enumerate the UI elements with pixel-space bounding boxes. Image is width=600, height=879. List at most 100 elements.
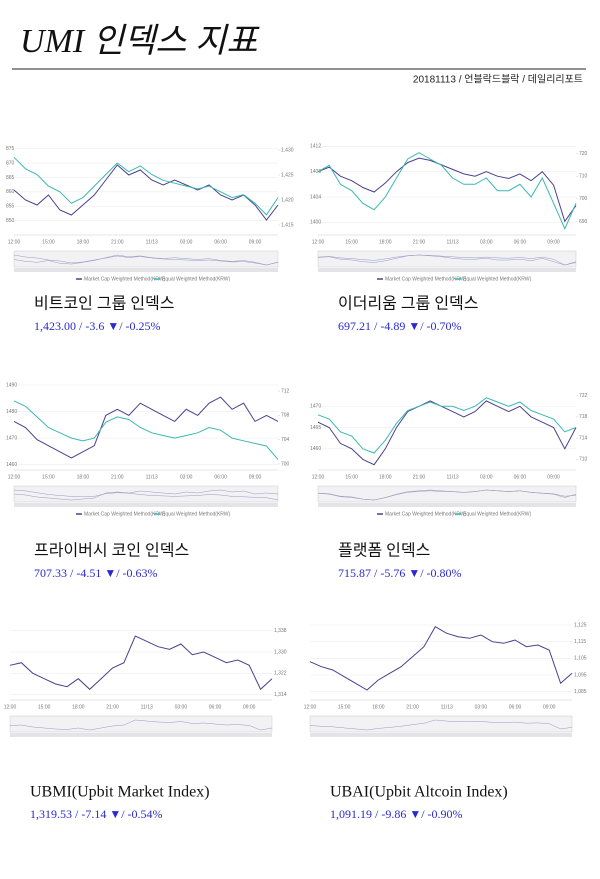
x-tick-label: 12:00 <box>304 704 317 710</box>
y2-tick-label: 1,425 <box>281 172 294 178</box>
chart-summary: 1,423.00 / -3.6 ▼/ -0.25% <box>34 319 161 333</box>
x-tick-label: 15:00 <box>42 239 55 245</box>
x-tick-label: 03:00 <box>175 704 188 710</box>
x-tick-label: 18:00 <box>72 704 85 710</box>
x-tick-label: 06:00 <box>509 704 522 710</box>
y-tick-label: 1412 <box>310 144 321 150</box>
x-tick-label: 15:00 <box>345 474 358 480</box>
legend-label: Equal Weighted Method(KRW) <box>463 511 532 517</box>
chart-title: 플랫폼 인덱스 <box>338 542 430 560</box>
y2-tick-label: 712 <box>281 388 290 394</box>
x-tick-label: 09:00 <box>249 474 262 480</box>
y2-tick-label: 710 <box>579 174 588 180</box>
navigator <box>13 485 279 503</box>
navigator-scroll <box>310 733 572 737</box>
legend-label: Equal Weighted Method(KRW) <box>463 276 532 282</box>
series-line <box>317 157 577 223</box>
x-tick-label: 21:00 <box>106 704 119 710</box>
x-tick-label: 06:00 <box>214 239 227 245</box>
chart-title: UBMI(Upbit Market Index) <box>30 784 210 801</box>
chart-title: 이더리움 그룹 인덱스 <box>338 295 478 313</box>
y-tick-label: 1,322 <box>274 671 287 677</box>
legend-label: Equal Weighted Method(KRW) <box>162 276 231 282</box>
chart-summary: 1,091.19 / -9.86 ▼/ -0.90% <box>330 807 463 821</box>
x-tick-label: 11/13 <box>141 704 153 710</box>
x-tick-label: 18:00 <box>77 474 90 480</box>
x-tick-label: 18:00 <box>77 239 90 245</box>
x-tick-label: 03:00 <box>480 474 493 480</box>
navigator <box>309 715 573 733</box>
navigator-line <box>13 489 279 501</box>
chart-title: 프라이버시 코인 인덱스 <box>34 542 189 560</box>
y-tick-label: 860 <box>6 189 15 195</box>
navigator-line <box>317 254 577 266</box>
x-tick-label: 18:00 <box>379 474 392 480</box>
navigator-line <box>13 489 279 501</box>
navigator <box>317 250 577 268</box>
legend-label: Market Cap Weighted Method(KRW) <box>385 511 467 517</box>
x-tick-label: 21:00 <box>413 474 426 480</box>
legend-label: Market Cap Weighted Method(KRW) <box>385 276 467 282</box>
y2-tick-label: 690 <box>579 219 588 225</box>
y2-tick-label: 700 <box>579 196 588 202</box>
y2-tick-label: 708 <box>281 413 290 419</box>
navigator <box>317 485 577 503</box>
navigator-scroll <box>10 733 272 737</box>
y2-tick-label: 714 <box>579 435 588 441</box>
series-line <box>309 626 573 691</box>
navigator-line <box>13 254 279 266</box>
y-tick-label: 1408 <box>310 169 321 175</box>
y2-tick-label: 722 <box>579 393 588 399</box>
y-tick-label: 865 <box>6 175 15 181</box>
y-tick-label: 1,314 <box>274 692 287 698</box>
y-tick-label: 1490 <box>6 382 17 388</box>
x-tick-label: 09:00 <box>543 704 556 710</box>
y2-tick-label: 710 <box>579 457 588 463</box>
x-tick-label: 09:00 <box>249 239 262 245</box>
y2-tick-label: 1,415 <box>281 222 294 228</box>
series-line <box>13 156 279 216</box>
x-tick-label: 11/13 <box>447 239 459 245</box>
y2-tick-label: 1,430 <box>281 147 294 153</box>
navigator-line <box>317 254 577 266</box>
x-tick-label: 21:00 <box>406 704 419 710</box>
series-line <box>13 396 279 459</box>
x-tick-label: 11/13 <box>441 704 453 710</box>
y2-tick-label: 704 <box>281 437 290 443</box>
navigator-line <box>9 719 273 731</box>
y2-tick-label: 700 <box>281 461 290 467</box>
y-tick-label: 1,105 <box>574 656 587 662</box>
chart-summary: 697.21 / -4.89 ▼/ -0.70% <box>338 319 462 333</box>
x-tick-label: 15:00 <box>345 239 358 245</box>
x-tick-label: 11/13 <box>146 239 158 245</box>
x-tick-label: 06:00 <box>514 239 527 245</box>
y-tick-label: 1480 <box>6 409 17 415</box>
x-tick-label: 03:00 <box>180 239 193 245</box>
y-tick-label: 1460 <box>6 462 17 468</box>
chart-summary: 715.87 / -5.76 ▼/ -0.80% <box>338 566 462 580</box>
x-tick-label: 12:00 <box>312 474 325 480</box>
x-tick-label: 03:00 <box>480 239 493 245</box>
y-tick-label: 870 <box>6 160 15 166</box>
y-tick-label: 855 <box>6 204 15 210</box>
byline: 20181113 / 언블락드블락 / 데일리리포트 <box>413 74 583 86</box>
y-tick-label: 1470 <box>310 404 321 410</box>
y-tick-label: 1,125 <box>574 622 587 628</box>
series-line <box>317 397 577 454</box>
legend-label: Market Cap Weighted Method(KRW) <box>84 511 166 517</box>
legend-label: Equal Weighted Method(KRW) <box>162 511 231 517</box>
x-tick-label: 09:00 <box>243 704 256 710</box>
x-tick-label: 06:00 <box>209 704 222 710</box>
y2-tick-label: 720 <box>579 151 588 157</box>
x-tick-label: 11/13 <box>146 474 158 480</box>
y-tick-label: 1,115 <box>574 639 586 645</box>
x-tick-label: 18:00 <box>372 704 385 710</box>
page-title: UMI 인덱스 지표 <box>20 23 260 60</box>
navigator-scroll <box>318 503 576 507</box>
y-tick-label: 1,095 <box>574 672 587 678</box>
y-tick-label: 1400 <box>310 220 321 226</box>
chart-title: 비트코인 그룹 인덱스 <box>34 295 174 313</box>
x-tick-label: 21:00 <box>413 239 426 245</box>
navigator-line <box>309 719 573 731</box>
